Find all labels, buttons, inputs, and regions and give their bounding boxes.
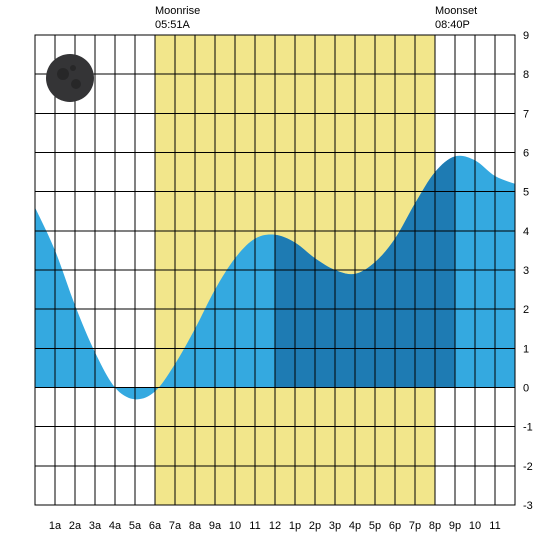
grid <box>35 35 515 505</box>
svg-text:3p: 3p <box>329 520 341 532</box>
svg-text:2a: 2a <box>69 520 82 532</box>
moonset-time: 08:40P <box>435 19 470 31</box>
svg-text:9a: 9a <box>209 520 222 532</box>
moonset-title: Moonset <box>435 5 477 17</box>
svg-text:1: 1 <box>523 343 529 355</box>
svg-text:1a: 1a <box>49 520 62 532</box>
svg-text:9: 9 <box>523 30 529 42</box>
svg-text:11: 11 <box>489 520 500 532</box>
svg-text:9p: 9p <box>449 520 461 532</box>
svg-text:6a: 6a <box>149 520 162 532</box>
svg-text:10: 10 <box>229 520 241 532</box>
svg-text:4p: 4p <box>349 520 361 532</box>
svg-text:-2: -2 <box>523 461 533 473</box>
svg-text:4a: 4a <box>109 520 122 532</box>
chart-svg: -3-2-101234567891a2a3a4a5a6a7a8a9a101112… <box>0 0 550 550</box>
svg-text:-1: -1 <box>523 422 533 434</box>
svg-text:5a: 5a <box>129 520 142 532</box>
svg-text:11: 11 <box>249 520 260 532</box>
svg-text:-3: -3 <box>523 500 533 512</box>
x-axis: 1a 2a 3a 4a 5a 6a 7a 8a 9a 10 11 12 1p 2p 3p 4p 5p 6p 7p 8p… <box>49 520 501 532</box>
moonrise-title: Moonrise <box>155 5 200 17</box>
svg-text:7: 7 <box>523 108 529 120</box>
svg-text:7a: 7a <box>169 520 182 532</box>
svg-text:8a: 8a <box>189 520 202 532</box>
svg-text:5: 5 <box>523 187 529 199</box>
svg-text:5p: 5p <box>369 520 381 532</box>
svg-text:12: 12 <box>269 520 281 532</box>
y-axis: -3 -2 -1 0 1 2 3 4 5 6 7 8 9 <box>523 30 533 512</box>
svg-text:6: 6 <box>523 148 529 160</box>
svg-text:3: 3 <box>523 265 529 277</box>
svg-text:7p: 7p <box>409 520 421 532</box>
svg-text:4: 4 <box>523 226 529 238</box>
svg-text:10: 10 <box>469 520 481 532</box>
svg-text:1p: 1p <box>289 520 301 532</box>
moonrise-time: 05:51A <box>155 19 191 31</box>
svg-text:2p: 2p <box>309 520 321 532</box>
header-labels: Moonrise 05:51A Moonset 08:40P <box>155 5 477 31</box>
svg-text:8p: 8p <box>429 520 441 532</box>
svg-text:3a: 3a <box>89 520 102 532</box>
svg-text:6p: 6p <box>389 520 401 532</box>
svg-text:2: 2 <box>523 304 529 316</box>
tide-chart: -3-2-101234567891a2a3a4a5a6a7a8a9a101112… <box>0 0 550 550</box>
moon-icon <box>46 54 94 102</box>
svg-text:8: 8 <box>523 69 529 81</box>
svg-text:0: 0 <box>523 383 529 395</box>
